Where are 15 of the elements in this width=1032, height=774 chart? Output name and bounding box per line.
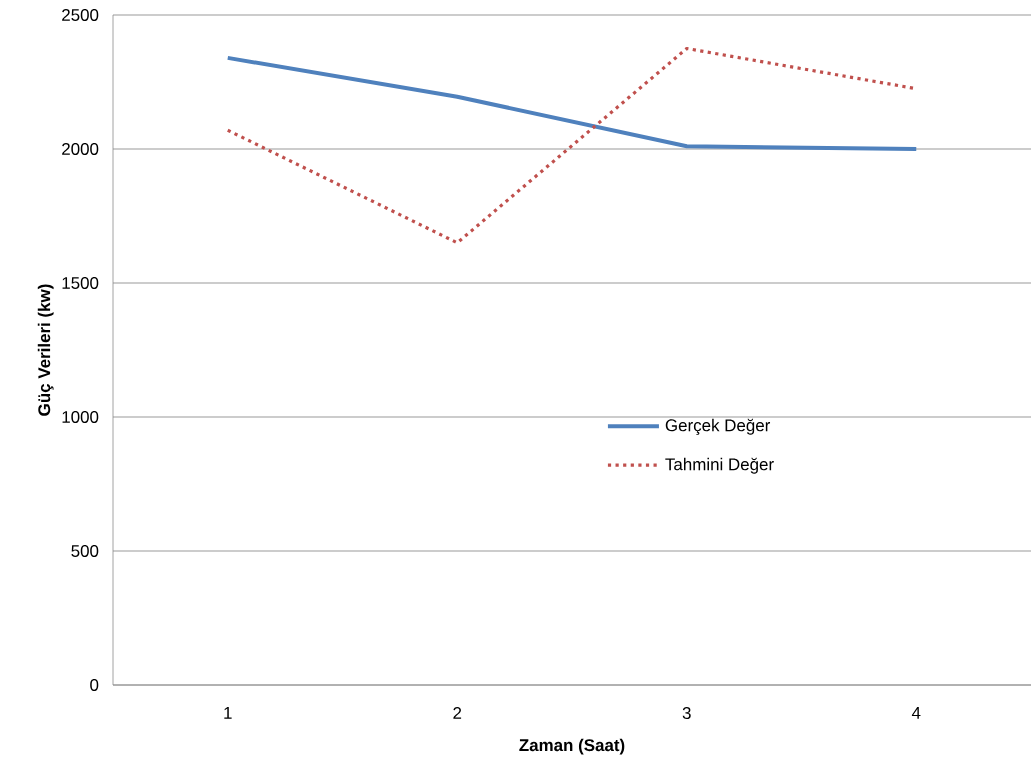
y-tick-label: 1000 bbox=[62, 411, 99, 423]
x-tick-label: 3 bbox=[682, 707, 691, 720]
line-series bbox=[225, 55, 919, 151]
legend-label: Tahmini Değer bbox=[665, 457, 774, 474]
y-tick-label: 0 bbox=[90, 679, 99, 691]
y-axis-title: Güç Verileri (kw) bbox=[37, 284, 54, 416]
legend-label: Gerçek Değer bbox=[665, 418, 771, 435]
x-tick-label: 4 bbox=[911, 707, 921, 719]
x-tick-label: 2 bbox=[453, 707, 462, 719]
x-tick-label: 1 bbox=[224, 707, 232, 719]
y-tick-label: 1500 bbox=[62, 277, 99, 289]
y-tick-label: 500 bbox=[71, 545, 99, 557]
y-tick-label: 2000 bbox=[62, 143, 99, 155]
x-axis-title: Zaman (Saat) bbox=[519, 738, 625, 755]
y-tick-label: 2500 bbox=[62, 9, 99, 21]
